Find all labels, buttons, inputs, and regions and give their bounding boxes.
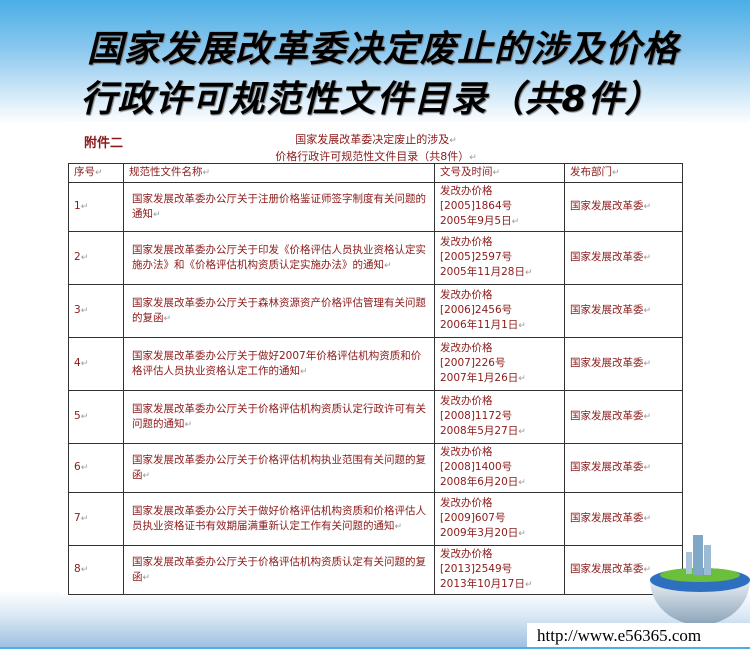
document-number-cell: 发改办价格 [2005]2597号 2005年11月28日 bbox=[434, 231, 565, 285]
row-number: 2 bbox=[68, 231, 124, 285]
header-name: 规范性文件名称 bbox=[123, 163, 435, 183]
doc-number: [2005]1864号 bbox=[440, 200, 513, 212]
document-name: 国家发展改革委办公厅关于注册价格鉴证师签字制度有关问题的通知 bbox=[123, 182, 435, 232]
document-name: 国家发展改革委办公厅关于价格评估机构资质认定有关问题的复函 bbox=[123, 545, 435, 595]
document-number-cell: 发改办价格 [2009]607号 2009年3月20日 bbox=[434, 492, 565, 546]
doc-prefix: 发改办价格 bbox=[440, 342, 493, 354]
doc-number: [2013]2549号 bbox=[440, 563, 513, 575]
document-table: 序号 规范性文件名称 文号及时间 发布部门 1国家发展改革委办公厅关于注册价格鉴… bbox=[68, 163, 683, 595]
issuing-department: 国家发展改革委 bbox=[564, 231, 683, 285]
document-image: 附件二 国家发展改革委决定废止的涉及 价格行政许可规范性文件目录（共8件） 序号… bbox=[62, 122, 690, 595]
table-row: 2国家发展改革委办公厅关于印发《价格评估人员执业资格认定实施办法》和《价格评估机… bbox=[68, 231, 683, 285]
table-row: 3国家发展改革委办公厅关于森林资源资产价格评估管理有关问题的复函发改办价格 [20… bbox=[68, 284, 683, 338]
issuing-department: 国家发展改革委 bbox=[564, 337, 683, 391]
table-row: 7国家发展改革委办公厅关于做好价格评估机构资质和价格评估人员执业资格证书有效期届… bbox=[68, 492, 683, 546]
table-row: 1国家发展改革委办公厅关于注册价格鉴证师签字制度有关问题的通知发改办价格 [200… bbox=[68, 182, 683, 232]
document-subtitle: 国家发展改革委决定废止的涉及 价格行政许可规范性文件目录（共8件） bbox=[62, 132, 690, 166]
slide-title-line1: 国家发展改革委决定废止的涉及价格 bbox=[86, 29, 679, 70]
document-number-cell: 发改办价格 [2007]226号 2007年1月26日 bbox=[434, 337, 565, 391]
table-row: 5国家发展改革委办公厅关于价格评估机构资质认定行政许可有关问题的通知发改办价格 [… bbox=[68, 390, 683, 444]
doc-prefix: 发改办价格 bbox=[440, 446, 493, 458]
doc-number: [2006]2456号 bbox=[440, 304, 513, 316]
table-row: 8国家发展改革委办公厅关于价格评估机构资质认定有关问题的复函发改办价格 [2013… bbox=[68, 545, 683, 595]
table-row: 6国家发展改革委办公厅关于价格评估机构执业范围有关问题的复函发改办价格 [2008… bbox=[68, 443, 683, 493]
row-number: 7 bbox=[68, 492, 124, 546]
globe-city-icon bbox=[650, 535, 750, 625]
doc-date: 2005年11月28日 bbox=[440, 265, 559, 281]
document-number-cell: 发改办价格 [2005]1864号 2005年9月5日 bbox=[434, 182, 565, 232]
doc-date: 2008年5月27日 bbox=[440, 424, 559, 440]
row-number: 1 bbox=[68, 182, 124, 232]
issuing-department: 国家发展改革委 bbox=[564, 443, 683, 493]
document-number-cell: 发改办价格 [2008]1400号 2008年6月20日 bbox=[434, 443, 565, 493]
header-no: 序号 bbox=[68, 163, 124, 183]
doc-date: 2008年6月20日 bbox=[440, 475, 559, 491]
document-name: 国家发展改革委办公厅关于做好价格评估机构资质和价格评估人员执业资格证书有效期届满… bbox=[123, 492, 435, 546]
doc-number: [2008]1172号 bbox=[440, 410, 513, 422]
doc-date: 2013年10月17日 bbox=[440, 577, 559, 593]
row-number: 8 bbox=[68, 545, 124, 595]
slide-title-line2: 行政许可规范性文件目录（共8件） bbox=[80, 79, 662, 120]
doc-number: [2007]226号 bbox=[440, 357, 506, 369]
document-name: 国家发展改革委办公厅关于印发《价格评估人员执业资格认定实施办法》和《价格评估机构… bbox=[123, 231, 435, 285]
document-name: 国家发展改革委办公厅关于价格评估机构执业范围有关问题的复函 bbox=[123, 443, 435, 493]
table-header-row: 序号 规范性文件名称 文号及时间 发布部门 bbox=[68, 163, 683, 183]
doc-prefix: 发改办价格 bbox=[440, 289, 493, 301]
document-name: 国家发展改革委办公厅关于森林资源资产价格评估管理有关问题的复函 bbox=[123, 284, 435, 338]
header-dept: 发布部门 bbox=[564, 163, 683, 183]
issuing-department: 国家发展改革委 bbox=[564, 284, 683, 338]
issuing-department: 国家发展改革委 bbox=[564, 390, 683, 444]
row-number: 6 bbox=[68, 443, 124, 493]
issuing-department: 国家发展改革委 bbox=[564, 182, 683, 232]
doc-prefix: 发改办价格 bbox=[440, 185, 493, 197]
doc-date: 2009年3月20日 bbox=[440, 526, 559, 542]
doc-date: 2007年1月26日 bbox=[440, 371, 559, 387]
row-number: 4 bbox=[68, 337, 124, 391]
doc-prefix: 发改办价格 bbox=[440, 548, 493, 560]
document-number-cell: 发改办价格 [2008]1172号 2008年5月27日 bbox=[434, 390, 565, 444]
row-number: 5 bbox=[68, 390, 124, 444]
doc-date: 2005年9月5日 bbox=[440, 214, 559, 230]
row-number: 3 bbox=[68, 284, 124, 338]
document-number-cell: 发改办价格 [2013]2549号 2013年10月17日 bbox=[434, 545, 565, 595]
doc-prefix: 发改办价格 bbox=[440, 395, 493, 407]
document-number-cell: 发改办价格 [2006]2456号 2006年11月1日 bbox=[434, 284, 565, 338]
document-name: 国家发展改革委办公厅关于价格评估机构资质认定行政许可有关问题的通知 bbox=[123, 390, 435, 444]
doc-date: 2006年11月1日 bbox=[440, 318, 559, 334]
header-doc: 文号及时间 bbox=[434, 163, 565, 183]
doc-number: [2008]1400号 bbox=[440, 461, 513, 473]
doc-prefix: 发改办价格 bbox=[440, 497, 493, 509]
doc-number: [2005]2597号 bbox=[440, 251, 513, 263]
issuing-department: 国家发展改革委 bbox=[564, 492, 683, 546]
subtitle-line2: 价格行政许可规范性文件目录（共8件） bbox=[62, 149, 690, 166]
doc-prefix: 发改办价格 bbox=[440, 236, 493, 248]
table-row: 4国家发展改革委办公厅关于做好2007年价格评估机构资质和价格评估人员执业资格认… bbox=[68, 337, 683, 391]
website-url: http://www.e56365.com bbox=[527, 623, 750, 647]
subtitle-line1: 国家发展改革委决定废止的涉及 bbox=[62, 132, 690, 149]
doc-number: [2009]607号 bbox=[440, 512, 506, 524]
document-name: 国家发展改革委办公厅关于做好2007年价格评估机构资质和价格评估人员执业资格认定… bbox=[123, 337, 435, 391]
